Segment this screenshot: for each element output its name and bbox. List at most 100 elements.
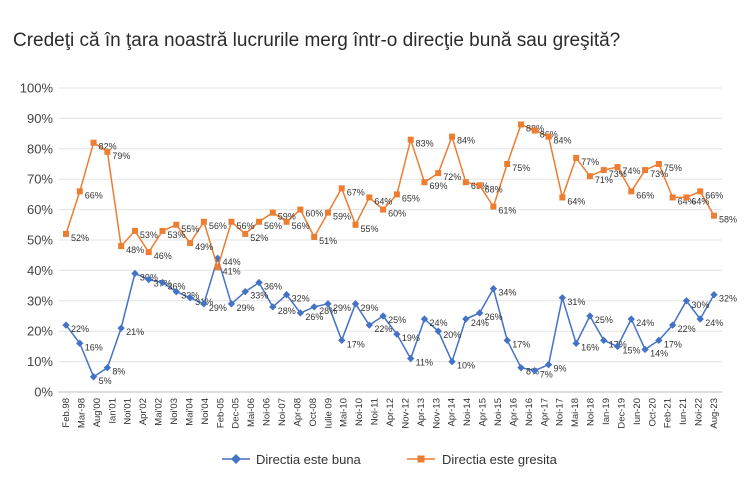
data-point xyxy=(173,221,180,228)
data-point xyxy=(490,203,497,210)
data-point xyxy=(600,336,608,344)
data-label: 51% xyxy=(319,236,337,246)
x-tick-label: Aug-23 xyxy=(709,398,720,429)
x-tick-label: Apr-08 xyxy=(292,398,303,427)
data-point xyxy=(324,300,332,308)
data-point xyxy=(683,194,690,201)
x-tick-label: Noi-07 xyxy=(277,398,288,426)
legend-good-marker xyxy=(231,454,241,464)
data-point xyxy=(407,354,415,363)
data-point xyxy=(696,315,704,323)
data-point xyxy=(200,300,208,308)
data-label: 49% xyxy=(195,242,213,252)
data-label: 34% xyxy=(498,288,516,298)
data-point xyxy=(531,367,539,375)
data-point xyxy=(379,312,387,320)
x-tick-label: Mai-10 xyxy=(339,398,350,427)
data-label: 66% xyxy=(85,190,103,200)
x-tick-label: Iulie 09 xyxy=(323,398,334,429)
y-tick-label: 70% xyxy=(27,172,53,187)
data-point xyxy=(159,227,166,234)
data-point xyxy=(434,327,442,335)
data-point xyxy=(103,364,112,372)
data-label: 66% xyxy=(636,190,654,200)
data-label: 26% xyxy=(485,312,503,322)
x-tick-label: Nov-13 xyxy=(431,398,442,429)
data-point xyxy=(642,167,649,174)
data-label: 29% xyxy=(333,303,351,313)
data-point xyxy=(351,300,360,308)
data-label: 61% xyxy=(498,206,516,216)
data-point xyxy=(614,164,621,171)
data-label: 66% xyxy=(705,190,723,200)
data-label: 24% xyxy=(429,318,447,328)
data-point xyxy=(517,121,524,128)
data-point xyxy=(697,188,704,195)
x-tick-label: Noi'04 xyxy=(200,398,211,425)
data-point xyxy=(544,360,553,369)
data-point xyxy=(531,127,538,134)
series-good: 22%16%5%8%21%39%37%36%33%31%29%44%29%33%… xyxy=(62,254,737,386)
data-point xyxy=(503,336,511,344)
data-label: 52% xyxy=(250,233,268,243)
data-point xyxy=(586,312,594,320)
x-tick-label: Mar-98 xyxy=(76,398,87,428)
data-label: 55% xyxy=(361,224,379,234)
data-point xyxy=(449,133,456,140)
data-point xyxy=(628,188,635,195)
data-point xyxy=(462,179,469,186)
data-label: 53% xyxy=(140,230,158,240)
data-point xyxy=(545,133,552,140)
data-point xyxy=(76,188,83,195)
x-tick-label: Noi-16 xyxy=(524,398,535,426)
x-tick-label: Noi-10 xyxy=(354,398,365,426)
data-point xyxy=(255,278,263,287)
data-point xyxy=(186,294,194,302)
data-point xyxy=(613,342,622,351)
data-label: 83% xyxy=(416,139,434,149)
data-point xyxy=(311,233,318,240)
x-tick-label: Mai'02 xyxy=(154,398,165,426)
data-point xyxy=(90,139,97,146)
data-label: 28% xyxy=(319,306,337,316)
x-tick-label: Feb.98 xyxy=(61,398,72,428)
data-point xyxy=(655,336,663,344)
data-point xyxy=(338,185,345,192)
data-label: 28% xyxy=(278,306,296,316)
data-label: 53% xyxy=(168,230,186,240)
data-label: 15% xyxy=(622,345,640,355)
data-point xyxy=(228,218,235,225)
data-label: 64% xyxy=(678,196,696,206)
data-point xyxy=(627,315,635,323)
data-label: 77% xyxy=(581,157,599,167)
data-label: 71% xyxy=(595,175,613,185)
data-point xyxy=(421,179,428,186)
data-label: 52% xyxy=(71,233,89,243)
x-tick-label: Apr-13 xyxy=(416,398,427,427)
data-point xyxy=(420,315,429,323)
series-bad: 52%66%82%79%48%53%46%53%55%49%56%41%56%5… xyxy=(63,121,737,276)
data-point xyxy=(435,170,442,177)
data-label: 25% xyxy=(595,315,613,325)
x-tick-label: Nov-12 xyxy=(400,398,411,429)
x-tick-label: Apr-12 xyxy=(385,398,396,427)
x-tick-label: Feb-05 xyxy=(215,398,226,428)
data-label: 60% xyxy=(388,209,406,219)
legend-good-label: Directia este buna xyxy=(256,452,362,467)
data-label: 74% xyxy=(622,166,640,176)
data-label: 44% xyxy=(223,257,241,267)
data-point xyxy=(269,209,276,216)
data-label: 69% xyxy=(429,181,447,191)
data-label: 56% xyxy=(209,221,227,231)
x-tick-label: Noi'03 xyxy=(169,398,180,425)
x-tick-label: Apr-15 xyxy=(478,398,489,427)
data-label: 33% xyxy=(250,291,268,301)
x-tick-label: Mai-18 xyxy=(570,398,581,427)
x-tick-label: Mai'04 xyxy=(184,398,195,426)
gridlines xyxy=(58,87,722,393)
data-label: 48% xyxy=(126,245,144,255)
data-point xyxy=(242,230,249,237)
data-label: 17% xyxy=(664,339,682,349)
y-tick-label: 50% xyxy=(27,233,53,248)
data-point xyxy=(338,336,346,344)
